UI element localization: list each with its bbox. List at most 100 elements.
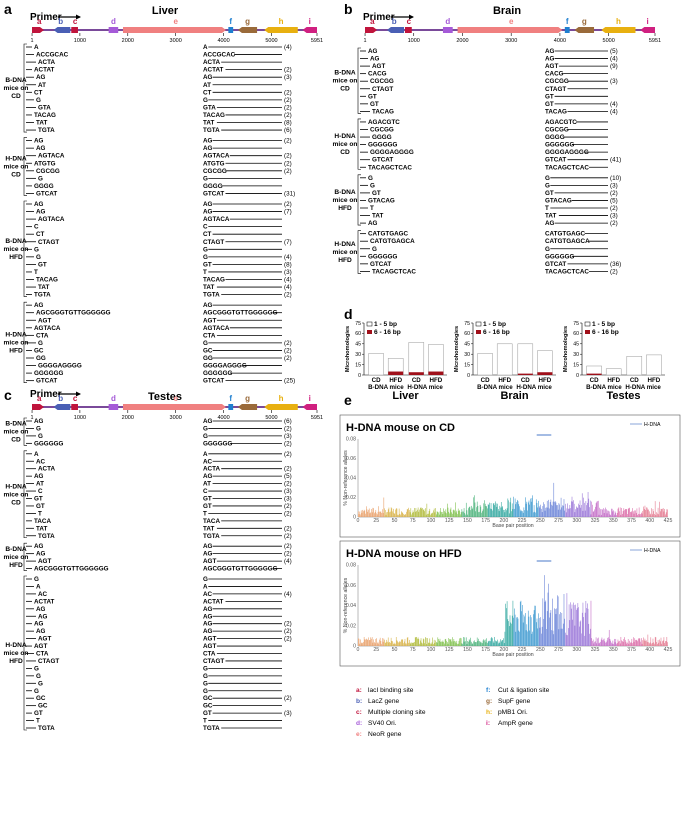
allele-bar (422, 638, 424, 646)
plot-title: H-DNA mouse on CD (346, 422, 455, 434)
y-tick-label: 45 (355, 342, 361, 348)
allele-bar (580, 507, 582, 517)
right-sequence: AG (203, 201, 213, 208)
allele-bar (406, 637, 408, 646)
allele-bar (387, 637, 389, 646)
group-label: mice on (333, 141, 358, 148)
left-sequence: AG (38, 613, 48, 620)
allele-bar (471, 505, 472, 517)
right-sequence: CGCGG (545, 78, 569, 85)
allele-bar (520, 600, 522, 646)
allele-bar (446, 503, 448, 517)
allele-bar (569, 620, 571, 646)
bar-1-5bp (537, 350, 553, 376)
allele-bar (528, 500, 530, 517)
allele-bar (629, 640, 630, 646)
allele-bar (428, 513, 429, 517)
left-sequence: CT (34, 89, 43, 96)
right-sequence: CATGTGAGCA (545, 238, 590, 245)
allele-bar (618, 641, 619, 646)
allele-bar (420, 507, 422, 517)
right-sequence: AGT (203, 558, 216, 565)
allele-bar (446, 513, 447, 517)
allele-bar (369, 640, 371, 646)
feature-label-g: g (245, 394, 250, 403)
allele-bar (482, 640, 484, 646)
allele-bar (664, 508, 665, 517)
allele-bar (497, 639, 498, 646)
x-group-label: H-DNA mice (516, 384, 552, 391)
allele-bar (650, 513, 652, 517)
allele-bar (464, 513, 466, 517)
y-tick-label: 60 (464, 331, 470, 337)
left-sequence: T (34, 269, 38, 276)
allele-bar (624, 509, 626, 517)
allele-bar (536, 618, 538, 646)
allele-bar (649, 511, 650, 517)
allele-bar (466, 510, 468, 517)
right-sequence: AGTACA (203, 216, 230, 223)
feature-e-segment (122, 27, 226, 33)
allele-bar (641, 512, 642, 517)
allele-bar (641, 643, 643, 646)
right-sequence: AG (203, 473, 213, 480)
legend-swatch-small (584, 321, 591, 327)
right-sequence: AG (545, 220, 555, 227)
allele-bar (516, 502, 517, 517)
allele-bar (516, 617, 517, 646)
event-count: (3) (610, 213, 618, 220)
allele-bar (359, 643, 361, 646)
x-tick-label: 400 (645, 647, 654, 653)
left-sequence: GT (368, 93, 377, 100)
allele-bar (553, 482, 555, 517)
allele-bar (657, 643, 658, 646)
event-count: (5) (284, 473, 292, 480)
allele-bar (546, 611, 548, 646)
right-sequence: TGTA (203, 725, 220, 732)
allele-bar (463, 511, 464, 517)
allele-bar (376, 513, 377, 517)
allele-bar (363, 636, 365, 646)
group-label: mice on (4, 164, 29, 171)
right-sequence: GGGGGG (545, 142, 574, 149)
map-tick-label: 5951 (311, 38, 323, 44)
left-sequence: AG (34, 418, 44, 425)
feature-b-segment (53, 404, 71, 410)
allele-bar (603, 638, 605, 646)
allele-bar (414, 511, 416, 517)
right-sequence: CACG (545, 71, 564, 78)
right-sequence: G (545, 175, 550, 182)
event-count: (3) (610, 182, 618, 189)
event-count: (2) (284, 97, 292, 104)
right-sequence: TGTA (203, 127, 220, 134)
y-tick-label: 0.04 (346, 476, 356, 482)
left-sequence: AG (34, 302, 44, 309)
allele-bar (624, 639, 626, 646)
allele-bar (465, 514, 466, 517)
key-text: LacZ gene (368, 698, 399, 705)
allele-bar (557, 596, 559, 646)
allele-bar (638, 638, 640, 646)
allele-bar (643, 637, 644, 646)
right-sequence: ACTAT (203, 598, 224, 605)
feature-c-segment (71, 27, 78, 33)
allele-bar (390, 642, 391, 646)
allele-bar (461, 643, 463, 646)
allele-bar (398, 514, 399, 517)
allele-bar (573, 602, 574, 646)
allele-bar (533, 614, 534, 646)
allele-bar (541, 508, 542, 517)
allele-bar (488, 640, 490, 646)
allele-bar (581, 612, 583, 646)
allele-bar (393, 508, 394, 517)
allele-bar (487, 508, 488, 517)
allele-bar (366, 638, 367, 646)
event-count: (8) (284, 120, 292, 127)
allele-bar (537, 628, 539, 646)
y-tick-label: 75 (355, 321, 361, 327)
allele-bar (373, 639, 374, 646)
allele-bar (606, 640, 608, 646)
allele-bar (367, 639, 369, 646)
x-category-label: CD (481, 377, 490, 384)
